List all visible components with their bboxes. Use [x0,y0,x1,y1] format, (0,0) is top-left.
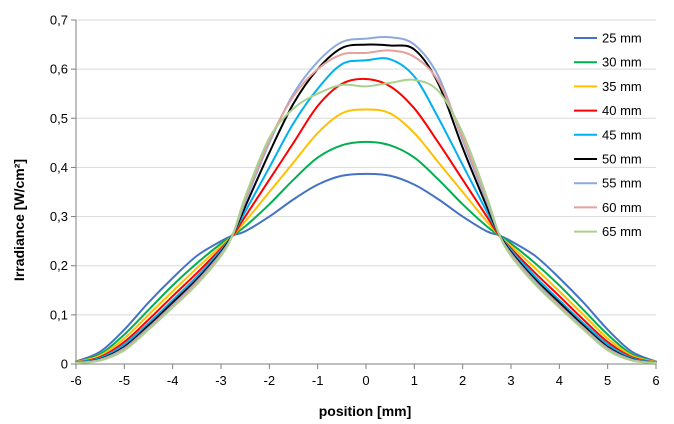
x-tick-label: 4 [556,373,563,388]
y-tick-label: 0,7 [50,13,68,28]
x-tick-label: -5 [119,373,131,388]
legend-label-25-mm: 25 mm [602,31,642,46]
x-tick-label: 1 [411,373,418,388]
y-tick-label: 0 [61,357,68,372]
x-tick-label: 5 [604,373,611,388]
series-line-25-mm [75,172,657,363]
x-tick-label: 0 [362,373,369,388]
y-axis-title: Irradiance [W/cm²] [11,159,27,281]
x-tick-label: 2 [459,373,466,388]
series-line-30-mm [75,140,657,364]
x-axis-title: position [mm] [319,403,412,419]
x-tick-label: -1 [312,373,324,388]
series-line-60-mm [75,49,657,365]
y-tick-label: 0,1 [50,307,68,322]
x-tick-label: -2 [264,373,276,388]
series-line-45-mm [75,57,657,364]
legend: 25 mm 30 mm 35 mm 40 mm 45 mm 50 mm 55 mm 60 mm… [574,31,642,239]
y-tick-labels: 0 0,1 0,2 0,3 0,4 0,5 0,6 0,7 [50,13,68,372]
x-tick-labels: -6 -5 -4 -3 -2 -1 0 1 2 3 4 5 6 [70,373,659,388]
legend-label-55-mm: 55 mm [602,176,642,191]
y-tick-label: 0,4 [50,160,68,175]
x-tick-label: -6 [70,373,82,388]
y-tick-label: 0,6 [50,62,68,77]
legend-label-35-mm: 35 mm [602,79,642,94]
series-line-40-mm [75,77,657,364]
series-lines [75,35,657,365]
y-tick-label: 0,2 [50,258,68,273]
legend-label-40-mm: 40 mm [602,103,642,118]
y-tick-label: 0,5 [50,111,68,126]
x-tick-label: 3 [507,373,514,388]
y-tick-label: 0,3 [50,209,68,224]
legend-label-30-mm: 30 mm [602,55,642,70]
gridlines [76,19,656,316]
series-line-50-mm [75,43,657,365]
legend-label-50-mm: 50 mm [602,152,642,167]
legend-label-45-mm: 45 mm [602,127,642,142]
series-line-65-mm [75,78,657,365]
x-tick-label: 6 [652,373,659,388]
axes [71,19,657,369]
series-line-35-mm [75,108,657,364]
x-tick-label: -4 [167,373,179,388]
x-tick-label: -3 [215,373,227,388]
legend-label-65-mm: 65 mm [602,224,642,239]
legend-label-60-mm: 60 mm [602,200,642,215]
